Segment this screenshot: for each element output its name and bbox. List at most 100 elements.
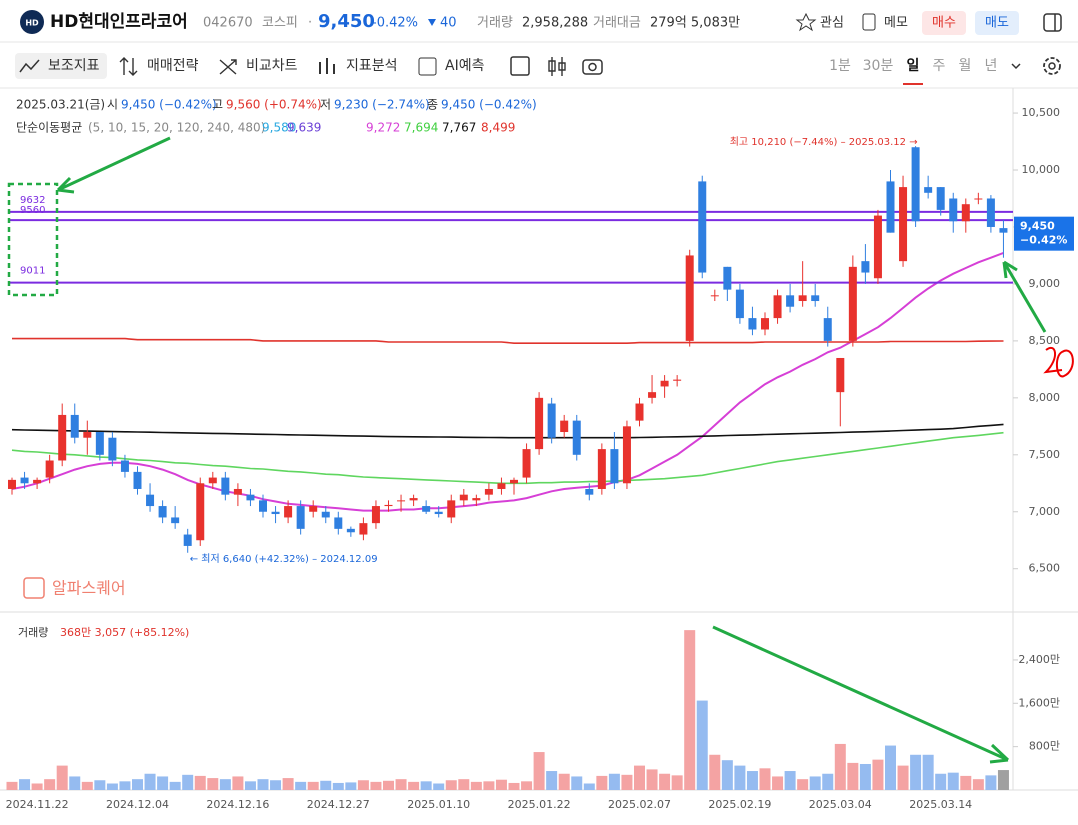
tool-icon — [219, 59, 237, 75]
volume-bar — [608, 773, 620, 790]
volume-bar — [809, 776, 821, 790]
price-tag — [1014, 216, 1074, 251]
volume-bar — [257, 779, 269, 790]
period[interactable]: 1분 — [829, 58, 851, 74]
tool[interactable]: 비교차트 — [246, 58, 298, 74]
x-tick-label: 2024.12.16 — [206, 798, 269, 811]
candle-body — [572, 420, 581, 455]
info-line: 2025.03.21(금) 시 9,450 (−0.42%)고 9,560 (+0.7… — [16, 98, 537, 112]
info-value: 9,560 (+0.74%) — [226, 98, 322, 112]
candle-body — [710, 295, 719, 297]
x-tick-label: 2025.03.14 — [909, 798, 972, 811]
buy-button-bg[interactable] — [922, 11, 966, 35]
tool[interactable]: 지표분석 — [346, 58, 398, 74]
y-tick-label: 800만 — [1029, 740, 1060, 753]
candle-icon[interactable] — [548, 57, 566, 76]
x-tick-label: 2025.01.22 — [508, 798, 571, 811]
y-tick-label: 2,400만 — [1018, 653, 1060, 666]
ma-label: 단순이동평균 — [16, 121, 82, 135]
down-arrow — [428, 19, 436, 26]
candle-body — [560, 420, 569, 433]
y-tick-label: 8,500 — [1029, 334, 1061, 347]
volume-bar — [445, 780, 457, 790]
camera-icon[interactable] — [582, 59, 603, 75]
candle-body — [233, 488, 242, 495]
period[interactable]: 일 — [907, 58, 920, 74]
volume-bar — [169, 781, 181, 790]
candle-body — [120, 460, 129, 472]
candle-body — [823, 318, 832, 341]
volume-title: 거래량 — [18, 626, 48, 639]
volume-bar — [583, 783, 595, 790]
volume-bar — [94, 780, 106, 790]
volume-bar — [696, 700, 708, 790]
volume-bar — [997, 770, 1009, 790]
moving-average — [11, 431, 1004, 485]
candle-body — [484, 488, 493, 495]
candle-body — [986, 198, 995, 227]
period[interactable]: 월 — [959, 58, 972, 74]
info-value: 9,450 (−0.42%) — [121, 98, 217, 112]
candle-body — [95, 432, 104, 455]
period-underline — [903, 83, 923, 85]
candle-body — [271, 511, 280, 515]
candle-body — [334, 517, 343, 529]
ma-value: 9,580 — [262, 121, 296, 135]
arrow — [1002, 260, 1047, 333]
info-value: 9,230 (−2.74%) — [334, 98, 430, 112]
tool-selected-bg — [15, 53, 107, 79]
period[interactable]: 30분 — [863, 58, 894, 74]
candle-body — [447, 500, 456, 518]
volume: 2,958,288 — [522, 16, 588, 31]
checkbox-icon[interactable] — [510, 56, 530, 76]
sell-button[interactable]: 매도 — [985, 16, 1009, 31]
memo-icon[interactable] — [862, 13, 876, 31]
chevron[interactable] — [1011, 63, 1021, 70]
price-tag-label: 9,450 — [1020, 220, 1055, 233]
volume-bar — [157, 776, 169, 790]
candle-body — [309, 506, 318, 512]
period[interactable]: 주 — [933, 58, 946, 74]
tool[interactable]: 매매전략 — [147, 58, 199, 74]
panel-icon[interactable] — [1043, 13, 1062, 32]
volume-bar — [470, 781, 482, 790]
amount-label: 거래대금 — [593, 16, 641, 31]
x-tick-label: 2024.11.22 — [6, 798, 69, 811]
candle-body — [346, 528, 355, 533]
volume-bar — [684, 630, 696, 790]
candle-body — [585, 488, 594, 495]
volume-bar — [383, 780, 394, 790]
memo-button[interactable]: 메모 — [884, 16, 908, 31]
candle-body — [58, 414, 67, 461]
volume-bar — [483, 781, 495, 790]
period[interactable]: 년 — [985, 58, 998, 74]
info-value: 9,450 (−0.42%) — [441, 98, 537, 112]
candle-body — [296, 506, 305, 529]
candle-body — [648, 392, 657, 398]
sell-button-bg[interactable] — [975, 11, 1019, 35]
tool[interactable]: AI예측 — [445, 58, 485, 74]
watch-button[interactable]: 관심 — [820, 16, 844, 31]
candle-body — [472, 498, 481, 501]
volume-bar — [634, 765, 645, 790]
ma-periods: (5, 10, 15, 20, 120, 240, 480) — [88, 121, 265, 135]
candle-body — [622, 426, 631, 484]
star-icon[interactable] — [795, 12, 817, 32]
candle-body — [246, 494, 255, 501]
settings-icon[interactable] — [1043, 57, 1061, 75]
volume-bar — [947, 772, 959, 790]
candle-body — [45, 460, 54, 478]
tool[interactable]: 보조지표 — [48, 58, 100, 74]
volume-bar — [546, 771, 558, 790]
candle-body — [33, 479, 42, 484]
volume-bar — [533, 752, 545, 790]
candle-body — [397, 500, 406, 502]
volume-bar — [495, 779, 507, 790]
ma-value: 7,767 — [442, 121, 476, 135]
candle-body — [961, 204, 970, 222]
candle-body — [434, 511, 443, 515]
candle-body — [284, 506, 293, 518]
logo-text: HD — [25, 19, 39, 28]
buy-button[interactable]: 매수 — [932, 16, 956, 31]
tool-icon — [418, 57, 437, 76]
